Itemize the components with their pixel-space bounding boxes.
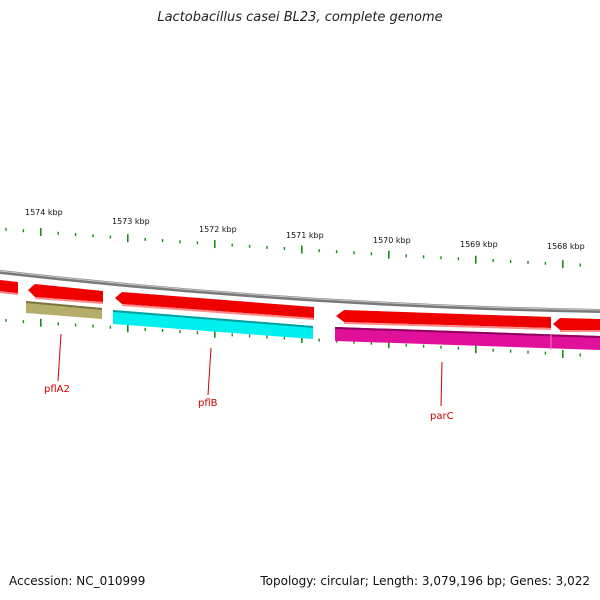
gene-label-parC[interactable]: parC <box>430 411 454 422</box>
scale-label-1568: 1568 kbp <box>547 242 585 251</box>
map-title: Lactobacillus casei BL23, complete genom… <box>157 10 443 25</box>
pflA2-leader <box>57 333 62 382</box>
gene-pflB[interactable] <box>113 310 313 339</box>
scale-label-1571: 1571 kbp <box>286 231 324 240</box>
genome-backbone <box>0 270 600 313</box>
gene-pflA2[interactable] <box>26 301 102 319</box>
parC-leader <box>440 361 443 407</box>
upper-tick-track <box>5 227 581 269</box>
accession-text: Accession: NC_010999 <box>9 574 146 588</box>
gene-parC[interactable] <box>335 327 600 350</box>
scale-label-1574: 1574 kbp <box>25 208 63 217</box>
forward-gene-2[interactable] <box>28 284 103 304</box>
scale-label-1570: 1570 kbp <box>373 236 411 245</box>
scale-label-1569: 1569 kbp <box>460 240 498 249</box>
gene-label-pflA2[interactable]: pflA2 <box>44 384 70 395</box>
forward-gene-3[interactable] <box>115 292 314 320</box>
gene-label-pflB[interactable]: pflB <box>198 398 218 409</box>
forward-gene-4[interactable] <box>336 310 551 330</box>
genome-summary-text: Topology: circular; Length: 3,079,196 bp… <box>260 574 590 588</box>
forward-gene-5[interactable] <box>553 318 600 332</box>
lower-tick-track <box>5 318 581 358</box>
pflB-leader <box>207 347 212 396</box>
genome-backbone-highlight <box>0 270 600 311</box>
scale-label-1572: 1572 kbp <box>199 225 237 234</box>
forward-gene-1[interactable] <box>0 280 18 295</box>
scale-label-1573: 1573 kbp <box>112 217 150 226</box>
